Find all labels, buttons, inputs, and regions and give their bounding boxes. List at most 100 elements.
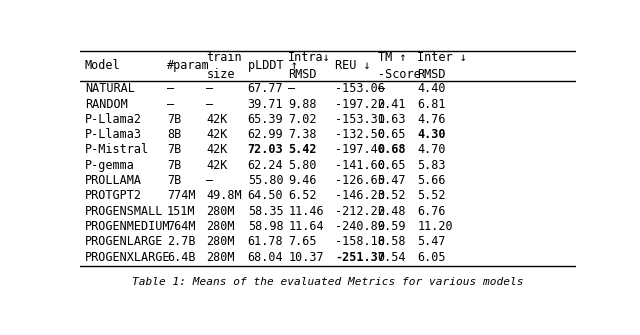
Text: Inter ↓
RMSD: Inter ↓ RMSD	[417, 51, 467, 81]
Text: 280M: 280M	[207, 220, 235, 233]
Text: -141.60: -141.60	[335, 159, 385, 172]
Text: train
size: train size	[207, 51, 242, 81]
Text: -146.23: -146.23	[335, 189, 385, 202]
Text: 0.68: 0.68	[378, 143, 406, 156]
Text: 62.99: 62.99	[248, 128, 284, 141]
Text: 4.76: 4.76	[417, 113, 446, 126]
Text: PROLLAMA: PROLLAMA	[85, 174, 142, 187]
Text: pLDDT ↑: pLDDT ↑	[248, 59, 298, 72]
Text: -158.18: -158.18	[335, 235, 385, 248]
Text: 7.38: 7.38	[288, 128, 317, 141]
Text: 280M: 280M	[207, 235, 235, 248]
Text: 0.41: 0.41	[378, 97, 406, 111]
Text: 5.66: 5.66	[417, 174, 446, 187]
Text: -197.40: -197.40	[335, 143, 385, 156]
Text: 68.04: 68.04	[248, 251, 284, 264]
Text: 280M: 280M	[207, 205, 235, 218]
Text: 4.70: 4.70	[417, 143, 446, 156]
Text: 7B: 7B	[167, 159, 181, 172]
Text: Table 1: Means of the evaluated Metrics for various models: Table 1: Means of the evaluated Metrics …	[132, 277, 524, 286]
Text: 11.64: 11.64	[288, 220, 324, 233]
Text: 7.65: 7.65	[288, 235, 317, 248]
Text: 2.7B: 2.7B	[167, 235, 195, 248]
Text: TM ↑
-Score: TM ↑ -Score	[378, 51, 420, 81]
Text: PROGENMEDIUM: PROGENMEDIUM	[85, 220, 170, 233]
Text: 9.46: 9.46	[288, 174, 317, 187]
Text: 10.37: 10.37	[288, 251, 324, 264]
Text: 6.76: 6.76	[417, 205, 446, 218]
Text: 42K: 42K	[207, 159, 228, 172]
Text: REU ↓: REU ↓	[335, 59, 371, 72]
Text: 0.54: 0.54	[378, 251, 406, 264]
Text: 774M: 774M	[167, 189, 195, 202]
Text: P-Mistral: P-Mistral	[85, 143, 149, 156]
Text: 6.81: 6.81	[417, 97, 446, 111]
Text: 49.8M: 49.8M	[207, 189, 242, 202]
Text: 0.48: 0.48	[378, 205, 406, 218]
Text: 8B: 8B	[167, 128, 181, 141]
Text: 42K: 42K	[207, 128, 228, 141]
Text: 58.98: 58.98	[248, 220, 284, 233]
Text: 6.4B: 6.4B	[167, 251, 195, 264]
Text: P-Llama3: P-Llama3	[85, 128, 142, 141]
Text: 5.83: 5.83	[417, 159, 446, 172]
Text: 0.52: 0.52	[378, 189, 406, 202]
Text: 62.24: 62.24	[248, 159, 284, 172]
Text: 42K: 42K	[207, 113, 228, 126]
Text: –: –	[207, 82, 214, 95]
Text: –: –	[207, 174, 214, 187]
Text: PROGENSMALL: PROGENSMALL	[85, 205, 163, 218]
Text: 4.40: 4.40	[417, 82, 446, 95]
Text: Intra↓
RMSD: Intra↓ RMSD	[288, 51, 331, 81]
Text: 5.52: 5.52	[417, 189, 446, 202]
Text: –: –	[378, 82, 385, 95]
Text: PROGENXLARGE: PROGENXLARGE	[85, 251, 170, 264]
Text: P-gemma: P-gemma	[85, 159, 135, 172]
Text: 11.20: 11.20	[417, 220, 453, 233]
Text: 764M: 764M	[167, 220, 195, 233]
Text: -153.31: -153.31	[335, 113, 385, 126]
Text: 39.71: 39.71	[248, 97, 284, 111]
Text: PROGENLARGE: PROGENLARGE	[85, 235, 163, 248]
Text: 5.47: 5.47	[417, 235, 446, 248]
Text: 5.80: 5.80	[288, 159, 317, 172]
Text: Model: Model	[85, 59, 120, 72]
Text: -126.65: -126.65	[335, 174, 385, 187]
Text: 0.47: 0.47	[378, 174, 406, 187]
Text: -153.06: -153.06	[335, 82, 385, 95]
Text: -251.37: -251.37	[335, 251, 385, 264]
Text: -197.22: -197.22	[335, 97, 385, 111]
Text: 0.63: 0.63	[378, 113, 406, 126]
Text: RANDOM: RANDOM	[85, 97, 128, 111]
Text: 9.88: 9.88	[288, 97, 317, 111]
Text: 0.65: 0.65	[378, 159, 406, 172]
Text: 280M: 280M	[207, 251, 235, 264]
Text: 72.03: 72.03	[248, 143, 284, 156]
Text: 0.65: 0.65	[378, 128, 406, 141]
Text: 7B: 7B	[167, 174, 181, 187]
Text: –: –	[207, 97, 214, 111]
Text: 67.77: 67.77	[248, 82, 284, 95]
Text: 64.50: 64.50	[248, 189, 284, 202]
Text: 58.35: 58.35	[248, 205, 284, 218]
Text: 4.30: 4.30	[417, 128, 446, 141]
Text: P-Llama2: P-Llama2	[85, 113, 142, 126]
Text: 151M: 151M	[167, 205, 195, 218]
Text: -132.50: -132.50	[335, 128, 385, 141]
Text: 6.05: 6.05	[417, 251, 446, 264]
Text: 55.80: 55.80	[248, 174, 284, 187]
Text: PROTGPT2: PROTGPT2	[85, 189, 142, 202]
Text: 61.78: 61.78	[248, 235, 284, 248]
Text: NATURAL: NATURAL	[85, 82, 135, 95]
Text: -212.22: -212.22	[335, 205, 385, 218]
Text: 42K: 42K	[207, 143, 228, 156]
Text: –: –	[288, 82, 296, 95]
Text: 7.02: 7.02	[288, 113, 317, 126]
Text: 6.52: 6.52	[288, 189, 317, 202]
Text: 65.39: 65.39	[248, 113, 284, 126]
Text: 11.46: 11.46	[288, 205, 324, 218]
Text: –: –	[167, 97, 174, 111]
Text: #param: #param	[167, 59, 209, 72]
Text: –: –	[167, 82, 174, 95]
Text: 7B: 7B	[167, 113, 181, 126]
